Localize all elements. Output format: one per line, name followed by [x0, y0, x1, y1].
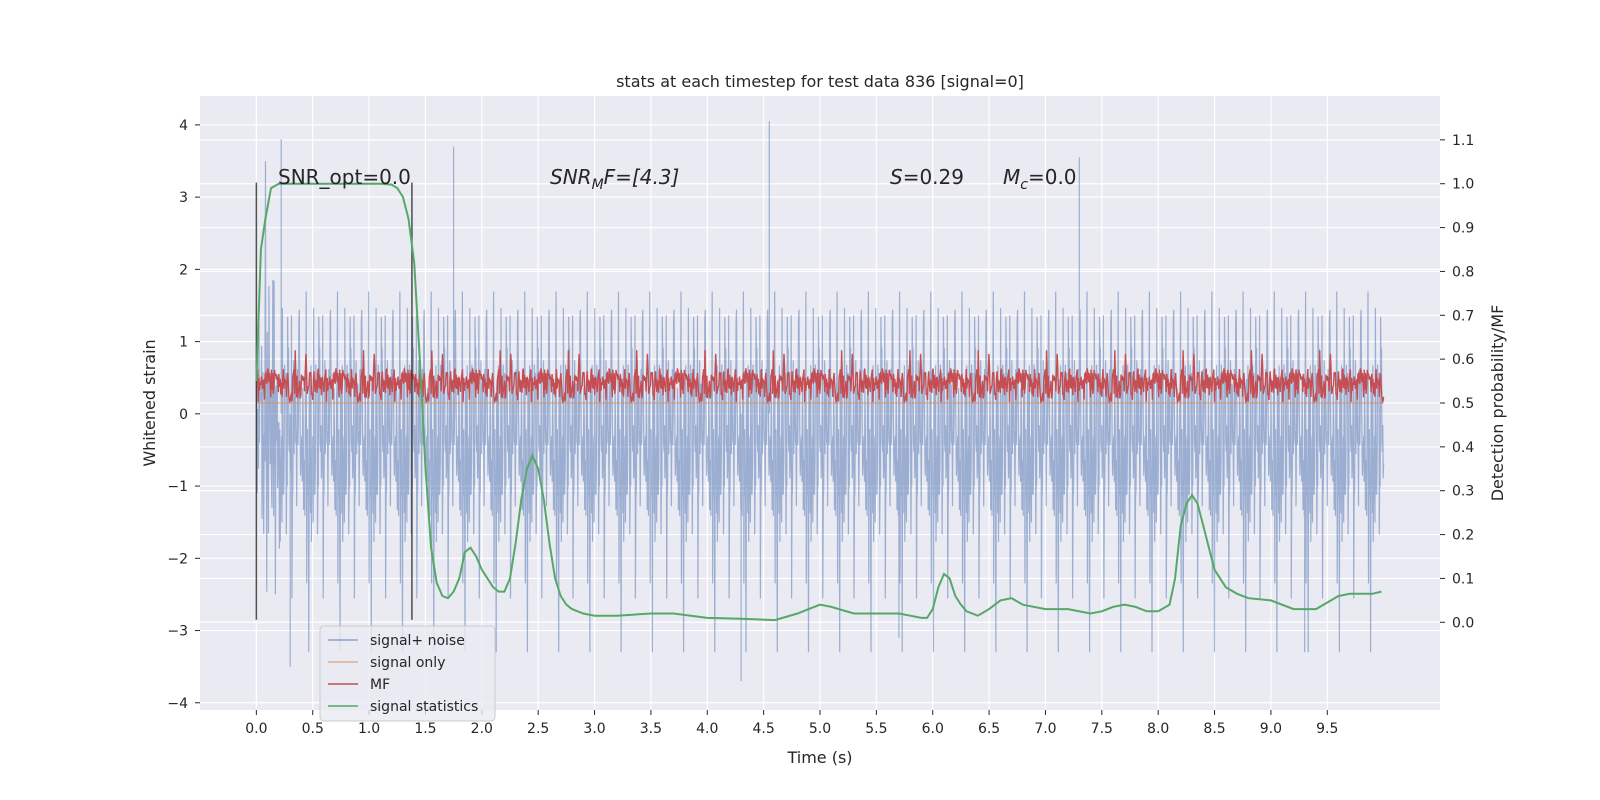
- annotation-snr-opt: SNR_opt=0.0: [278, 165, 411, 189]
- x-tick-label: 8.5: [1203, 721, 1225, 737]
- y-tick-label: 1: [179, 335, 188, 351]
- x-tick-label: 3.5: [640, 721, 662, 737]
- mf-series: [255, 350, 1385, 404]
- y-axis-label: Whitened strain: [140, 339, 159, 466]
- y-tick-label: 4: [179, 118, 188, 134]
- x-tick-label: 6.5: [978, 721, 1000, 737]
- annotation-s-value: =0.29: [903, 165, 964, 189]
- x-axis-label: Time (s): [786, 748, 852, 767]
- y-tick-label: −3: [167, 624, 188, 640]
- annotation-mc-symbol: M: [1003, 165, 1020, 189]
- signal-noise-series: [255, 121, 1385, 682]
- y-right-tick-label: 0.8: [1452, 264, 1474, 280]
- legend-label-signal-statistics: signal statistics: [370, 699, 478, 715]
- x-tick-label: 4.0: [696, 721, 718, 737]
- y-right-tick-label: 0.1: [1452, 571, 1474, 587]
- chart-title: stats at each timestep for test data 836…: [616, 72, 1024, 91]
- annotation-snr-mf-subscript: M: [592, 177, 604, 193]
- y-right-tick-label: 0.2: [1452, 528, 1474, 544]
- annotation-snr-mf: SNRMF=[4.3]: [550, 165, 679, 193]
- x-tick-label: 9.5: [1316, 721, 1338, 737]
- x-tick-label: 2.0: [471, 721, 493, 737]
- x-tick-label: 5.0: [809, 721, 831, 737]
- y-tick-label: −1: [167, 479, 188, 495]
- x-tick-label: 7.5: [1091, 721, 1113, 737]
- x-tick-label: 1.0: [358, 721, 380, 737]
- x-tick-label: 5.5: [865, 721, 887, 737]
- x-tick-label: 3.0: [583, 721, 605, 737]
- signal-statistics-series: [255, 182, 1382, 622]
- annotation-mc-subscript: c: [1020, 177, 1028, 193]
- annotation-mc: Mc=0.0: [1003, 165, 1077, 193]
- y-right-tick-label: 0.4: [1452, 440, 1474, 456]
- annotation-s: S=0.29: [890, 165, 964, 189]
- y-tick-label: 0: [179, 407, 188, 423]
- y-right-tick-label: 0.6: [1452, 352, 1474, 368]
- y-tick-label: −2: [167, 551, 188, 567]
- y-right-tick-label: 1.0: [1452, 177, 1474, 193]
- x-tick-label: 7.0: [1034, 721, 1056, 737]
- legend-label-signal-noise: signal+ noise: [370, 633, 465, 649]
- annotation-snr-mf-rest: F=[4.3]: [604, 165, 680, 189]
- annotation-mc-value: =0.0: [1028, 165, 1077, 189]
- x-tick-label: 2.5: [527, 721, 549, 737]
- x-tick-label: 0.5: [302, 721, 324, 737]
- y-right-tick-label: 0.0: [1452, 615, 1474, 631]
- y-right-tick-label: 0.5: [1452, 396, 1474, 412]
- x-tick-label: 8.0: [1147, 721, 1169, 737]
- y-tick-label: 3: [179, 190, 188, 206]
- y-right-tick-label: 0.9: [1452, 221, 1474, 237]
- y-tick-label: 2: [179, 262, 188, 278]
- legend-label-mf: MF: [370, 677, 390, 693]
- y-right-tick-label: 0.3: [1452, 484, 1474, 500]
- y-axis-left: 4 3 2 1 0 −1 −2 −3 −4: [167, 118, 200, 712]
- y-axis-right-label: Detection probability/MF: [1488, 305, 1507, 502]
- x-axis: 0.0 0.5 1.0 1.5 2.0 2.5 3.0 3.5 4.0 4.5 5.0 5.5 6.0 6…: [245, 710, 1338, 737]
- y-tick-label: −4: [167, 696, 188, 712]
- y-right-tick-label: 1.1: [1452, 133, 1474, 149]
- legend-box: [319, 625, 496, 722]
- annotation-s-symbol: S: [890, 165, 903, 189]
- x-tick-label: 6.0: [922, 721, 944, 737]
- x-tick-label: 0.0: [245, 721, 267, 737]
- y-axis-right: 1.1 1.0 0.9 0.8 0.7 0.6 0.5 0.4 0.3 0.2 0.1 0.0: [1440, 133, 1474, 631]
- legend-label-signal-only: signal only: [370, 655, 445, 671]
- y-right-tick-label: 0.7: [1452, 308, 1474, 324]
- annotation-snr-mf-symbol: SNR: [550, 165, 592, 189]
- x-tick-label: 1.5: [414, 721, 436, 737]
- x-tick-label: 9.0: [1260, 721, 1282, 737]
- legend: signal+ noise signal only MF signal stat…: [319, 625, 496, 722]
- x-tick-label: 4.5: [753, 721, 775, 737]
